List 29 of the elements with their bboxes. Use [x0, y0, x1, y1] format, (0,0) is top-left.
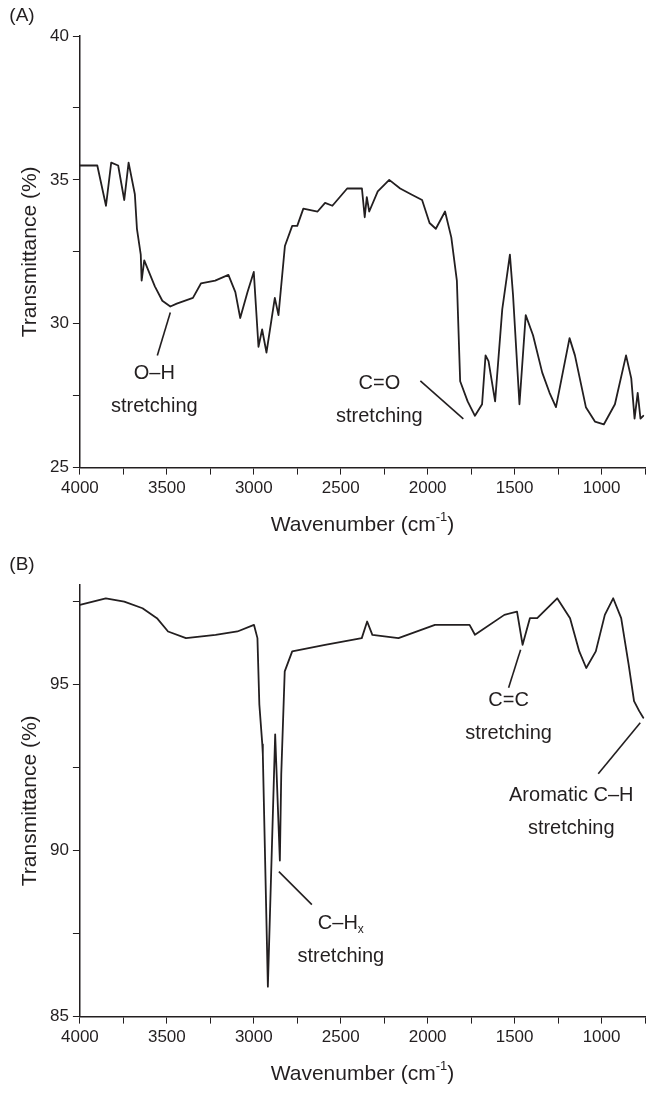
x-tick-label: 4000	[61, 1027, 99, 1047]
x-tick-label: 4000	[61, 478, 99, 498]
x-tick-label: 2500	[321, 1027, 360, 1047]
chart-title: (B)	[9, 553, 35, 575]
annotation: O–H stretching	[110, 360, 198, 416]
y-tick-label: 85	[49, 1006, 69, 1026]
y-tick-label: 90	[49, 840, 69, 860]
y-axis-title: Transmittance (%)	[16, 166, 40, 338]
x-tick-label: 3500	[147, 1027, 186, 1047]
y-tick-label: 25	[49, 457, 69, 477]
annotation: Aromatic C–H stretching	[509, 783, 634, 839]
annotation: C=O stretching	[335, 371, 423, 427]
x-tick-label: 1500	[495, 478, 534, 498]
y-tick-label: 95	[49, 674, 69, 694]
x-tick-label: 1000	[582, 478, 621, 498]
y-tick-label: 30	[49, 313, 69, 333]
x-tick-label: 2000	[408, 1027, 447, 1047]
annotation: C=C stretching	[465, 688, 552, 744]
y-tick-label: 40	[49, 25, 69, 45]
x-tick-label: 3000	[234, 1027, 273, 1047]
x-tick-label: 1000	[582, 1027, 621, 1047]
chart-title: (A)	[9, 4, 35, 26]
y-axis-title: Transmittance (%)	[16, 715, 40, 887]
x-tick-label: 3500	[147, 478, 186, 498]
x-tick-label: 2500	[321, 478, 360, 498]
x-tick-label: 2000	[408, 478, 447, 498]
y-tick-label: 35	[49, 169, 69, 189]
x-tick-label: 1500	[495, 1027, 534, 1047]
x-tick-label: 3000	[234, 478, 273, 498]
